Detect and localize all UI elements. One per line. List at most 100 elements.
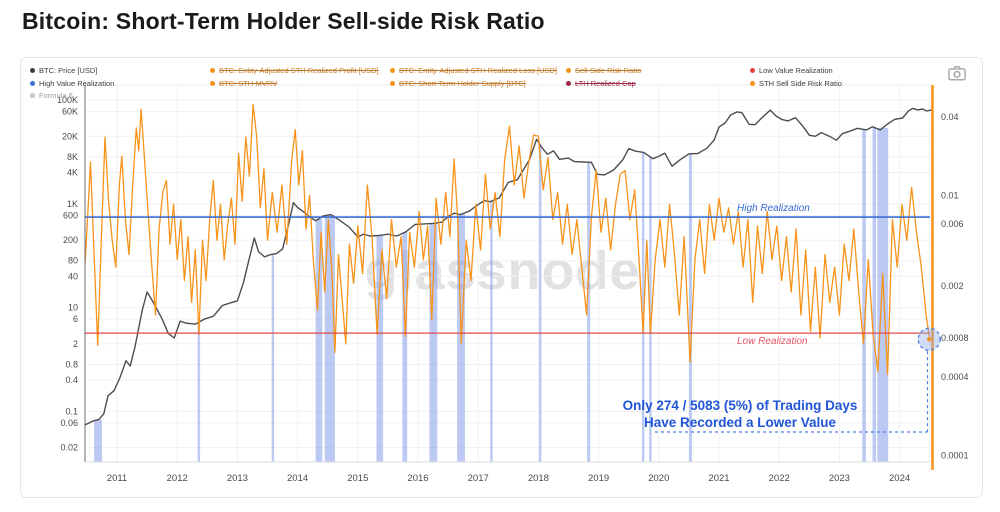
left-axis-tick: 40 xyxy=(68,271,78,281)
left-axis-tick: 100K xyxy=(57,95,78,105)
trading-days-annotation: Only 274 / 5083 (5%) of Trading Days Hav… xyxy=(575,397,905,431)
low-value-event-band xyxy=(539,144,542,462)
left-axis-tick: 80 xyxy=(68,256,78,266)
low-value-event-band xyxy=(402,232,408,462)
left-axis-tick: 60K xyxy=(62,107,78,117)
left-axis-tick: 600 xyxy=(63,210,78,220)
annotation-line-2: Have Recorded a Lower Value xyxy=(643,415,837,430)
x-axis-year-label: 2024 xyxy=(889,473,910,484)
low-realization-label: Low Realization xyxy=(737,336,808,347)
left-axis-tick: 10 xyxy=(68,303,78,313)
legend-label: BTC: Entity-Adjusted STH Realized Loss [… xyxy=(399,66,557,75)
legend-label: BTC: STH-MVRV xyxy=(219,79,278,88)
legend-dot-icon xyxy=(566,81,571,86)
low-value-event-band xyxy=(649,156,652,462)
left-axis-tick: 8K xyxy=(67,152,78,162)
legend-item[interactable]: BTC: Entity-Adjusted STH Realized Loss [… xyxy=(390,64,562,77)
right-axis-tick: 0.0004 xyxy=(941,372,969,382)
low-value-event-band xyxy=(324,214,335,462)
legend-dot-icon xyxy=(30,68,35,73)
legend-item[interactable]: BTC: Entity-Adjusted STH Realized Profit… xyxy=(210,64,386,77)
chart-card: BTC: Price [USD] BTC: Entity-Adjusted STH… xyxy=(20,57,983,498)
x-axis-year-label: 2016 xyxy=(407,473,428,484)
x-axis-year-label: 2017 xyxy=(468,473,489,484)
x-axis-year-label: 2022 xyxy=(769,473,790,484)
high-realization-label: High Realization xyxy=(737,203,810,214)
legend-item[interactable]: Sell-Side Risk Ratio xyxy=(566,64,746,77)
low-value-event-band xyxy=(197,322,201,462)
legend-dot-icon xyxy=(390,68,395,73)
left-axis-tick: 2 xyxy=(73,339,78,349)
legend-label: Formula 6 xyxy=(39,91,73,100)
legend-label: LTH Realized Cap xyxy=(575,79,636,88)
legend-label: BTC: Entity-Adjusted STH Realized Profit… xyxy=(219,66,379,75)
x-axis-year-label: 2015 xyxy=(347,473,368,484)
low-value-event-band xyxy=(94,419,102,462)
left-axis-tick: 0.06 xyxy=(60,418,78,428)
legend-dot-icon xyxy=(210,81,215,86)
formula-dot-icon xyxy=(30,93,35,98)
low-value-event-band xyxy=(862,129,866,462)
low-value-event-band xyxy=(877,127,889,463)
legend-dot-icon xyxy=(750,81,755,86)
low-value-event-band xyxy=(376,235,384,462)
right-axis-tick: 0.01 xyxy=(941,190,959,200)
annotation-line-1: Only 274 / 5083 (5%) of Trading Days xyxy=(622,398,858,413)
low-value-event-band xyxy=(271,254,275,462)
right-axis-tick: 0.002 xyxy=(941,281,964,291)
legend-item[interactable]: STH Sell Side Risk Ratio xyxy=(750,77,936,90)
left-axis-tick: 20K xyxy=(62,131,78,141)
low-value-event-band xyxy=(688,153,692,462)
legend-dot-icon xyxy=(30,81,35,86)
x-axis-year-label: 2021 xyxy=(708,473,729,484)
legend-dot-icon xyxy=(566,68,571,73)
left-axis-tick: 1K xyxy=(67,199,78,209)
legend-item[interactable]: High Value Realization xyxy=(30,77,206,90)
low-value-event-band xyxy=(429,223,438,462)
legend-label: STH Sell Side Risk Ratio xyxy=(759,79,842,88)
right-axis-tick: 0.04 xyxy=(941,112,959,122)
legend-label: Low Value Realization xyxy=(759,66,833,75)
right-axis-tick: 0.0008 xyxy=(941,333,969,343)
left-axis-tick: 4K xyxy=(67,168,78,178)
current-value-dot xyxy=(927,337,932,342)
camera-button[interactable] xyxy=(948,65,966,81)
btc-price-line xyxy=(84,107,932,426)
x-axis-year-label: 2014 xyxy=(287,473,308,484)
legend-item[interactable]: BTC: Short-Term Holder Supply [BTC] xyxy=(390,77,562,90)
low-value-event-band xyxy=(315,218,323,462)
x-axis-year-label: 2013 xyxy=(227,473,248,484)
legend-label: Sell-Side Risk Ratio xyxy=(575,66,642,75)
left-axis-tick: 0.4 xyxy=(65,375,78,385)
legend-dot-icon xyxy=(750,68,755,73)
page-title: Bitcoin: Short-Term Holder Sell-side Ris… xyxy=(22,8,545,34)
x-axis-year-label: 2020 xyxy=(648,473,669,484)
left-axis-tick: 200 xyxy=(63,235,78,245)
legend-label: BTC: Price [USD] xyxy=(39,66,98,75)
glassnode-watermark: glassnode xyxy=(364,241,641,301)
left-axis-tick: 0.8 xyxy=(65,360,78,370)
right-axis-tick: 0.006 xyxy=(941,219,964,229)
left-axis-tick: 0.02 xyxy=(60,443,78,453)
legend-dot-icon xyxy=(390,81,395,86)
legend-item[interactable]: BTC: STH-MVRV xyxy=(210,77,386,90)
legend-label: High Value Realization xyxy=(39,79,115,88)
right-axis-tick: 0.0001 xyxy=(941,450,969,460)
x-axis-year-label: 2012 xyxy=(167,473,188,484)
legend-item-formula[interactable]: Formula 6 xyxy=(30,91,73,100)
legend-item[interactable]: BTC: Price [USD] xyxy=(30,64,206,77)
low-value-event-band xyxy=(490,201,493,463)
legend-label: BTC: Short-Term Holder Supply [BTC] xyxy=(399,79,526,88)
left-axis-tick: 6 xyxy=(73,314,78,324)
left-axis-tick: 0.1 xyxy=(65,406,78,416)
x-axis-year-label: 2023 xyxy=(829,473,850,484)
legend-dot-icon xyxy=(210,68,215,73)
low-value-event-band xyxy=(641,152,645,462)
chart-legend: BTC: Price [USD] BTC: Entity-Adjusted STH… xyxy=(30,64,936,90)
legend-item[interactable]: Low Value Realization xyxy=(750,64,936,77)
low-value-event-band xyxy=(587,162,591,462)
sth-sell-side-risk-ratio-line xyxy=(84,103,931,375)
legend-item[interactable]: LTH Realized Cap xyxy=(566,77,746,90)
